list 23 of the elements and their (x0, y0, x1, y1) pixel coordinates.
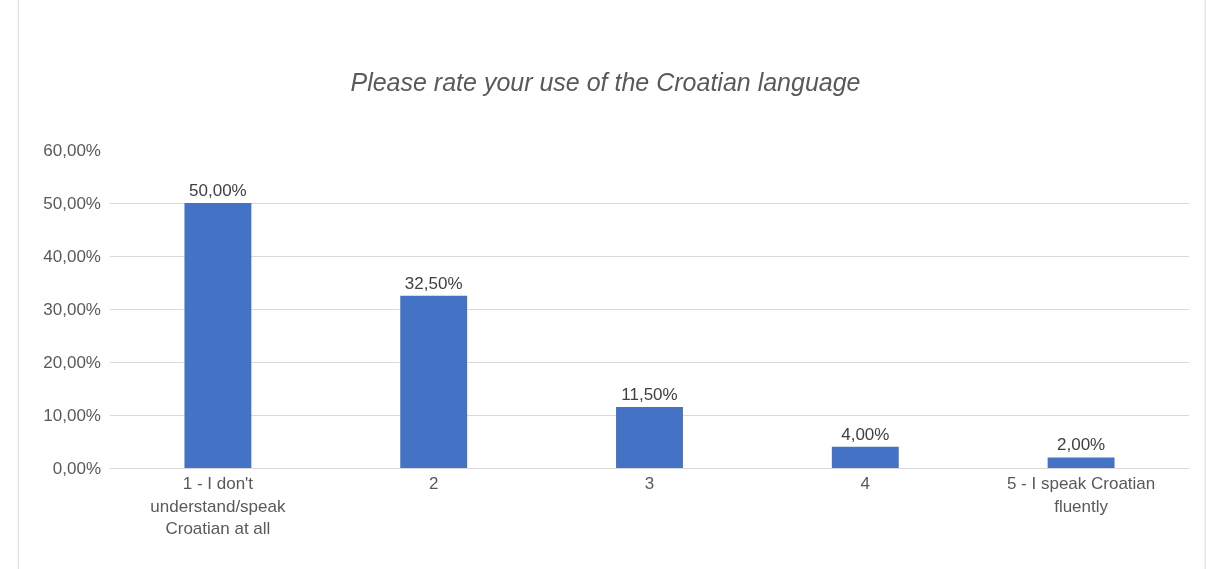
x-tick-label: 2 (428, 474, 439, 494)
bar (616, 407, 683, 468)
bar (1047, 457, 1115, 468)
data-label: 2,00% (1057, 435, 1106, 455)
bar (831, 446, 899, 468)
y-tick-label: 50,00% (43, 193, 101, 213)
x-tick-label: 4 (860, 474, 871, 494)
data-label: 32,50% (404, 273, 463, 293)
x-tick-label: 5 - I speak Croatian fluently (1006, 474, 1156, 516)
y-tick-label: 20,00% (43, 352, 101, 372)
y-tick-label: 30,00% (43, 299, 101, 319)
y-tick-label: 0,00% (52, 458, 101, 478)
data-label: 50,00% (189, 181, 247, 200)
x-tick-label: 1 - I don't understand/speak Croatian at all (150, 474, 286, 538)
x-tick-label: 3 (644, 474, 655, 494)
y-tick-label: 10,00% (43, 405, 101, 425)
y-tick-label: 40,00% (43, 246, 101, 266)
chart-title: Please rate your use of the Croatian language (350, 68, 861, 97)
bar (400, 295, 468, 468)
data-label: 11,50% (621, 385, 678, 405)
data-label: 4,00% (841, 424, 890, 444)
y-tick-label: 60,00% (43, 140, 101, 160)
bar (184, 203, 252, 468)
